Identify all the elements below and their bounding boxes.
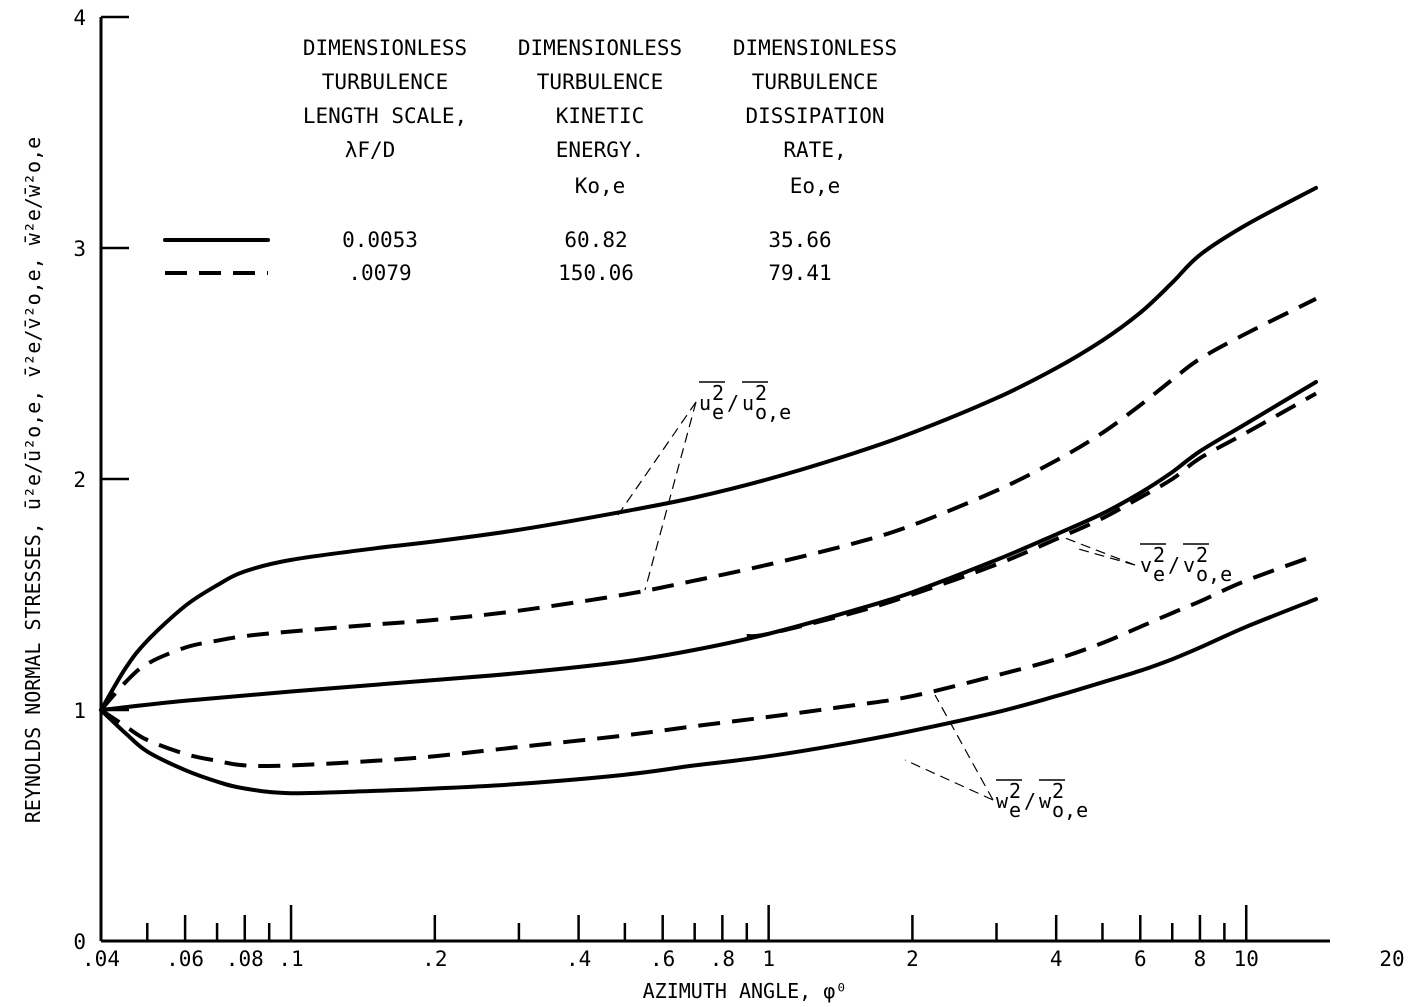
x-tick-label: 20 — [1379, 947, 1404, 971]
legend-header-line: TURBULENCE — [322, 70, 448, 94]
curve-label-num-sup: 2 — [1153, 543, 1165, 567]
curve-label-num-sup: 2 — [1009, 779, 1021, 803]
x-tick-label: .06 — [166, 947, 204, 971]
curve-label-num-sup: 2 — [712, 381, 724, 405]
legend-value: .0079 — [348, 261, 411, 285]
legend-header-line: LENGTH SCALE, — [303, 104, 467, 128]
y-tick-label: 0 — [73, 930, 86, 954]
curve-label-num-letter: w — [996, 789, 1009, 813]
x-axis-title: AZIMUTH ANGLE, φ⁰ — [643, 979, 848, 1003]
u-leader-solid — [617, 401, 697, 516]
curve-label-num-sub: e — [712, 400, 724, 424]
curve-label-den-letter: u — [742, 391, 754, 415]
legend-header-line: KINETIC — [556, 104, 645, 128]
x-tick-label: .08 — [226, 947, 264, 971]
y-tick-label: 2 — [73, 468, 86, 492]
x-tick-label: .8 — [710, 947, 735, 971]
legend-value: 0.0053 — [342, 228, 418, 252]
curve-label-slash: / — [727, 391, 739, 415]
legend-value: 60.82 — [564, 228, 627, 252]
x-tick-label: .6 — [650, 947, 675, 971]
curve-labels: ū²e/ū²o,eu2e/u2o,e v̄²e/v̄²o,ev2e/v2o,e… — [699, 381, 1232, 822]
x-tick-label: .2 — [422, 947, 447, 971]
x-tick-label: .04 — [82, 947, 120, 971]
curve-label-den-sup: 2 — [1196, 543, 1208, 567]
legend-header-line: λF/D — [345, 138, 396, 162]
legend-header-line: DIMENSIONLESS — [733, 36, 897, 60]
y-tick-label: 3 — [73, 237, 86, 261]
legend-header-line: Eo,e — [790, 174, 841, 198]
axis-ticks: .04 .06 .08 .1 .2 .4 .6 .8 1 2 4 6 8 10 20 0 1 2 3 4 — [73, 6, 1404, 971]
x-tick-label: 8 — [1194, 947, 1207, 971]
v-leader-dashed — [1074, 547, 1136, 566]
legend-header-line: DIMENSIONLESS — [518, 36, 682, 60]
series-u-dashed — [99, 297, 1317, 712]
legend-header-line: Ko,e — [575, 174, 626, 198]
u-leader-dashed — [644, 401, 697, 591]
series-u-solid — [99, 185, 1318, 712]
legend-header-line: DIMENSIONLESS — [303, 36, 467, 60]
v-leader-solid — [1064, 537, 1136, 566]
y-tick-label: 1 — [73, 699, 86, 723]
curve-label-slash: / — [1024, 789, 1036, 813]
series-v-solid — [99, 380, 1318, 712]
curve-label-den-sub: o,e — [755, 400, 791, 424]
axis-titles: AZIMUTH ANGLE, φ⁰ REYNOLDS NORMAL STRESSE… — [21, 137, 847, 1003]
legend-header-line: DISSIPATION — [745, 104, 884, 128]
legend-value: 150.06 — [558, 261, 634, 285]
curve-label-num-sub: e — [1153, 562, 1165, 586]
x-tick-label: 10 — [1234, 947, 1259, 971]
legend-value: 35.66 — [768, 228, 831, 252]
x-tick-label: 6 — [1134, 947, 1147, 971]
legend-header-line: TURBULENCE — [752, 70, 878, 94]
x-tick-label: .1 — [278, 947, 303, 971]
legend-value: 79.41 — [768, 261, 831, 285]
x-tick-label: 2 — [906, 947, 919, 971]
curve-label-num-sub: e — [1009, 798, 1021, 822]
curve-label-den-letter: w — [1039, 789, 1052, 813]
curve-label-num-letter: u — [699, 391, 711, 415]
legend: DIMENSIONLESS TURBULENCE LENGTH SCALE, λF/D… — [163, 36, 897, 285]
series-w-dashed — [99, 553, 1317, 768]
legend-header-line: RATE, — [783, 138, 846, 162]
w-leader-solid — [904, 759, 994, 801]
curve-label-den-sup: 2 — [755, 381, 767, 405]
curve-label-u: ū²e/ū²o,eu2e/u2o,e — [699, 381, 791, 424]
y-tick-label: 4 — [73, 6, 86, 30]
y-axis-title: REYNOLDS NORMAL STRESSES, ū²e/ū²o,e, v… — [21, 137, 45, 823]
x-tick-label: 1 — [762, 947, 775, 971]
w-leader-dashed — [934, 694, 994, 801]
chart-axes — [99, 17, 1330, 943]
curve-label-num-letter: v — [1140, 553, 1152, 577]
x-tick-label: .4 — [566, 947, 591, 971]
series-v-dashed — [746, 391, 1317, 639]
data-curves — [99, 185, 1318, 796]
curve-label-slash: / — [1168, 553, 1180, 577]
curve-label-den-sup: 2 — [1052, 779, 1064, 803]
legend-header-line: TURBULENCE — [537, 70, 663, 94]
curve-label-leaders — [617, 401, 1136, 801]
legend-header-line: ENERGY. — [556, 138, 645, 162]
series-w-solid — [99, 597, 1318, 796]
curve-label-den-sub: o,e — [1196, 562, 1232, 586]
x-tick-label: 4 — [1050, 947, 1063, 971]
curve-label-den-sub: o,e — [1052, 798, 1088, 822]
curve-label-den-letter: v — [1183, 553, 1195, 577]
